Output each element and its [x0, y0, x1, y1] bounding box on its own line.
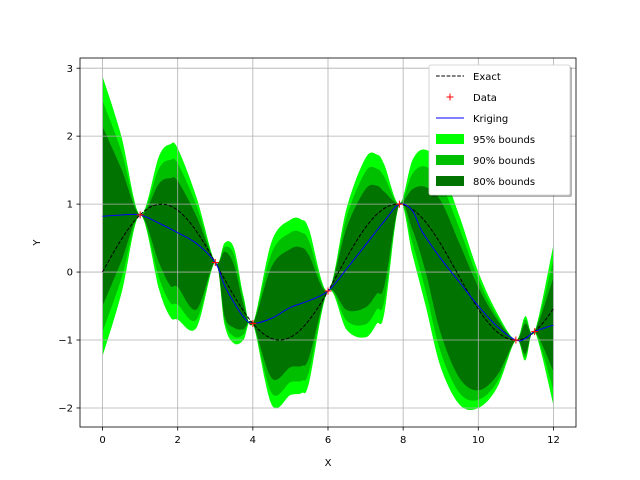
data-point: [395, 200, 403, 208]
y-tick-label: −2: [58, 404, 73, 415]
legend-label: Exact: [473, 72, 501, 83]
y-tick-label: 1: [67, 200, 73, 211]
data-markers: [136, 200, 539, 344]
legend-handle-band80: [436, 176, 464, 186]
data-point: [324, 287, 332, 295]
x-tick-label: 12: [547, 435, 560, 446]
legend-handle-band95: [436, 134, 464, 144]
legend-handle-band90: [436, 155, 464, 165]
legend-label: 80% bounds: [473, 177, 535, 188]
y-tick-label: 0: [67, 268, 73, 279]
legend-label: 90% bounds: [473, 156, 535, 167]
y-tick-label: −1: [58, 336, 73, 347]
band-80-bounds: [102, 126, 554, 391]
data-point: [512, 336, 520, 344]
y-tick-label: 2: [67, 132, 73, 143]
data-point: [211, 258, 219, 266]
x-axis-label: X: [325, 458, 332, 469]
x-tick-label: 6: [325, 435, 331, 446]
x-tick-label: 8: [400, 435, 406, 446]
legend-box: [428, 64, 571, 196]
legend-label: Kriging: [473, 114, 508, 125]
x-tick-label: 2: [175, 435, 181, 446]
confidence-bands: [102, 76, 554, 410]
legend-label: Data: [473, 93, 497, 104]
y-tick-label: 3: [67, 64, 73, 75]
x-tick-label: 10: [472, 435, 485, 446]
data-point: [249, 320, 257, 328]
data-point: [531, 328, 539, 336]
legend-label: 95% bounds: [473, 135, 535, 146]
y-axis-label: Y: [32, 239, 43, 247]
legend-handle-data: [446, 93, 454, 101]
data-point: [136, 211, 144, 219]
legend: Exact Data Kriging 95% bounds 90% bounds 8…: [428, 64, 572, 197]
x-tick-label: 0: [99, 435, 105, 446]
x-tick-label: 4: [250, 435, 256, 446]
